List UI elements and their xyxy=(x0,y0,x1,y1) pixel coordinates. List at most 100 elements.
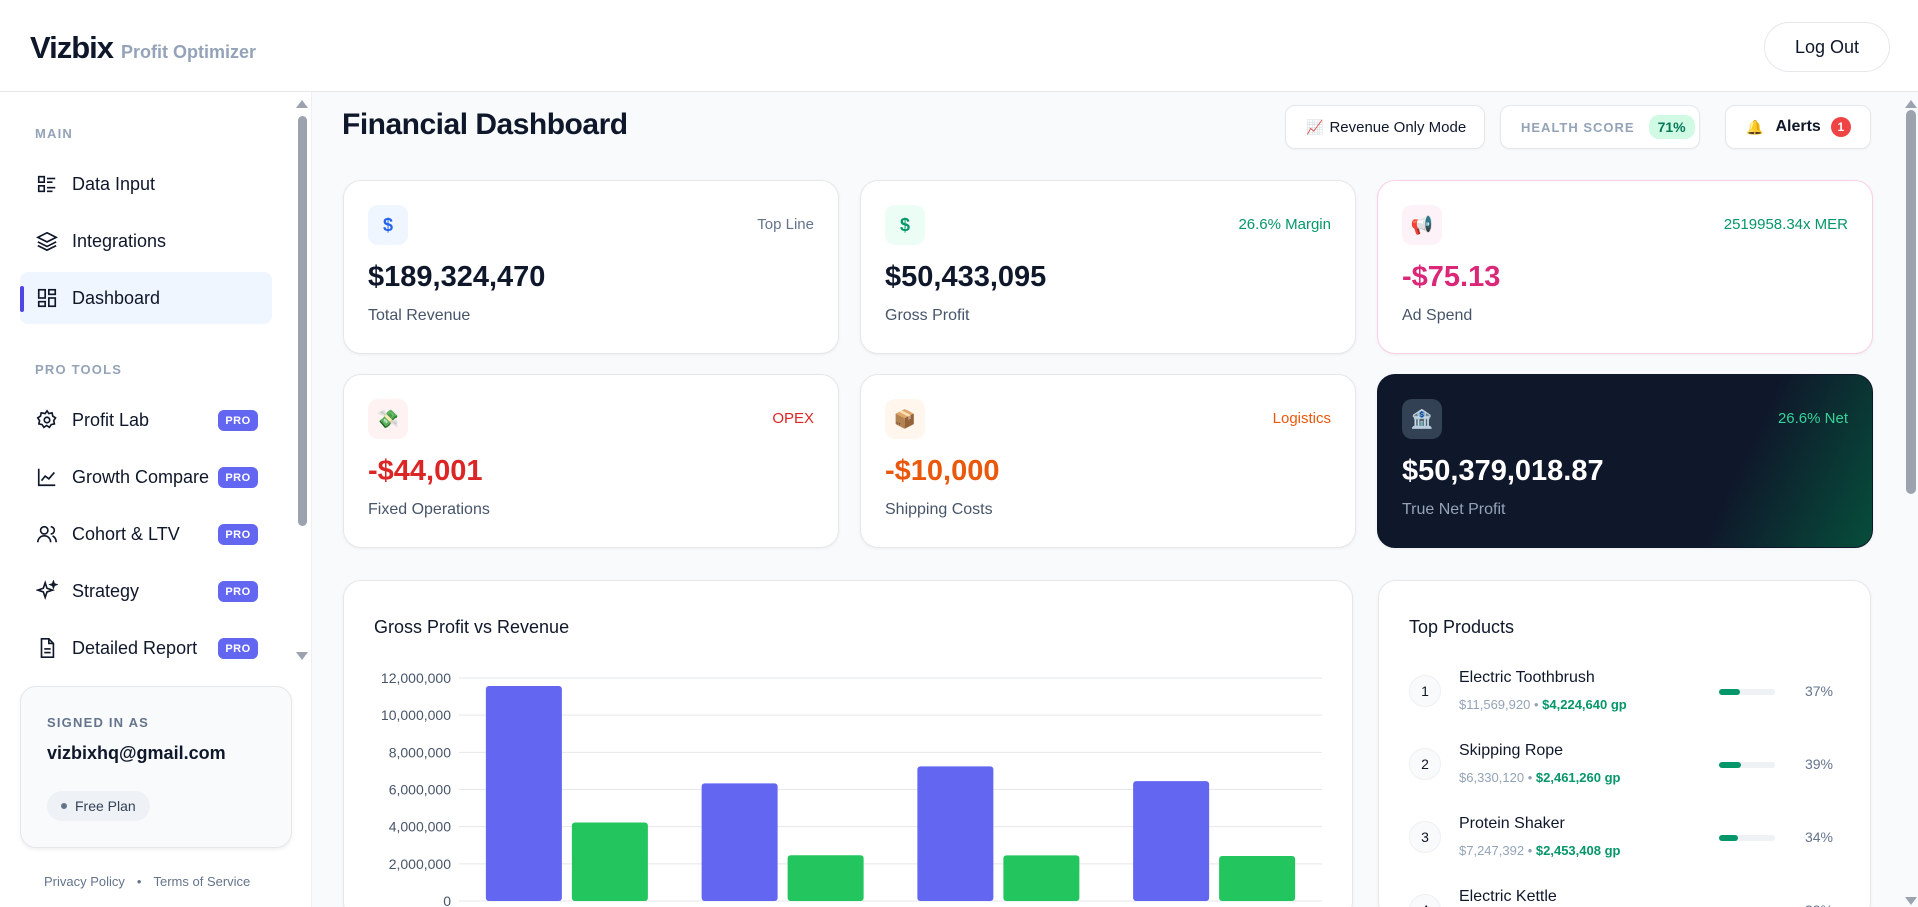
product-row[interactable]: 3 Protein Shaker $7,247,392 • $2,453,408 g… xyxy=(1409,811,1839,871)
kpi-tag: 26.6% Net xyxy=(1777,410,1848,427)
sidebar-item-dashboard[interactable]: Dashboard xyxy=(20,272,272,324)
logout-button[interactable]: Log Out xyxy=(1764,22,1890,72)
y-tick-label: 2,000,000 xyxy=(389,856,451,872)
bar-series-0-0[interactable] xyxy=(485,685,562,901)
product-margin-pct: 39% xyxy=(1804,756,1833,772)
bar-series-0-2[interactable] xyxy=(917,766,994,901)
sidebar-item-integrations[interactable]: Integrations xyxy=(20,215,272,267)
chart-panel: Gross Profit vs Revenue 0 2,000,000 4,000,… xyxy=(343,580,1353,907)
bar-series-1-3[interactable] xyxy=(1219,856,1296,901)
brand[interactable]: Vizbix Profit Optimizer xyxy=(30,30,256,66)
main-scroll-down-icon[interactable] xyxy=(1905,897,1917,905)
kpi-value: -$44,001 xyxy=(368,455,483,487)
product-name: Skipping Rope xyxy=(1459,742,1564,759)
main-scroll-up-icon[interactable] xyxy=(1905,100,1917,108)
layers-icon xyxy=(36,230,58,252)
y-tick-label: 12,000,000 xyxy=(381,670,451,686)
sidebar-item-cohort-ltv[interactable]: Cohort & LTV PRO xyxy=(20,508,272,560)
product-revenue-line: $6,330,120 • $2,461,260 gp xyxy=(1459,770,1620,785)
alerts-button[interactable]: 🔔 Alerts 1 xyxy=(1725,105,1871,149)
sidebar-item-label: Strategy xyxy=(72,580,140,601)
kpi-icon: 📢 xyxy=(1402,205,1442,245)
product-row[interactable]: 1 Electric Toothbrush $11,569,920 • $4,224… xyxy=(1409,665,1839,725)
top-products-panel: Top Products 1 Electric Toothbrush $11,569… xyxy=(1378,580,1871,907)
privacy-policy-link[interactable]: Privacy Policy xyxy=(44,874,125,889)
product-separator: • xyxy=(1533,697,1539,712)
terms-of-service-link[interactable]: Terms of Service xyxy=(153,874,251,889)
footer-separator: • xyxy=(136,874,142,889)
sidebar-item-label: Detailed Report xyxy=(72,637,198,658)
product-name: Electric Kettle xyxy=(1459,888,1557,905)
revenue-only-mode-button[interactable]: 📈 Revenue Only Mode xyxy=(1285,105,1485,149)
product-row[interactable]: 4 Electric Kettle 33% xyxy=(1409,884,1839,907)
kpi-label: Total Revenue xyxy=(368,307,471,324)
kpi-tag: Logistics xyxy=(1272,410,1331,427)
document-icon xyxy=(36,637,58,659)
sidebar-item-profit-lab[interactable]: Profit Lab PRO xyxy=(20,394,272,446)
kpi-value: $189,324,470 xyxy=(368,261,546,293)
list-icon xyxy=(36,173,58,195)
kpi-label: Ad Spend xyxy=(1402,307,1473,324)
sparkles-icon xyxy=(36,580,58,602)
product-rank: 1 xyxy=(1409,675,1441,707)
kpi-value: -$10,000 xyxy=(885,455,1000,487)
kpi-card-gross-profit: $26.6% Margin $50,433,095 Gross Profit xyxy=(860,180,1356,354)
y-tick-label: 6,000,000 xyxy=(389,782,451,798)
kpi-card-ad-spend: 📢 2519958.34x MER -$75.13 Ad Spend xyxy=(1377,180,1873,354)
sidebar-item-label: Data Input xyxy=(72,173,156,194)
product-gross-profit: $4,224,640 gp xyxy=(1542,697,1627,712)
product-margin-pct: 33% xyxy=(1793,902,1833,907)
y-tick-label: 10,000,000 xyxy=(381,707,451,723)
sidebar-item-data-input[interactable]: Data Input xyxy=(20,158,272,210)
gear-icon xyxy=(36,409,58,431)
product-row[interactable]: 2 Skipping Rope $6,330,120 • $2,461,260 gp… xyxy=(1409,738,1839,798)
product-margin-bar xyxy=(1719,762,1775,768)
y-tick-label: 4,000,000 xyxy=(389,819,451,835)
kpi-icon: $ xyxy=(885,205,925,245)
bell-icon: 🔔 xyxy=(1746,118,1764,135)
kpi-value: $50,433,095 xyxy=(885,261,1047,293)
product-margin-bar xyxy=(1719,835,1775,841)
pro-badge: PRO xyxy=(218,410,258,431)
sidebar-footer: Privacy Policy • Terms of Service xyxy=(44,874,250,889)
sidebar-item-growth-compare[interactable]: Growth Compare PRO xyxy=(20,451,272,503)
sidebar-scroll-up-icon[interactable] xyxy=(296,100,308,108)
product-margin-pct: 37% xyxy=(1804,683,1833,699)
bar-chart: 0 2,000,000 4,000,000 6,000,000 8,000,000 10,… xyxy=(381,670,1322,907)
sidebar-item-label: Cohort & LTV xyxy=(72,523,180,544)
y-tick-label: 0 xyxy=(443,893,451,907)
kpi-icon: 📦 xyxy=(885,399,925,439)
product-revenue: $6,330,120 xyxy=(1459,770,1525,785)
bar-series-0-3[interactable] xyxy=(1133,781,1210,901)
kpi-card-fixed-operations: 💸 OPEX -$44,001 Fixed Operations xyxy=(343,374,839,548)
top-products-title: Top Products xyxy=(1409,617,1515,637)
bar-series-0-1[interactable] xyxy=(701,783,778,901)
y-tick-label: 8,000,000 xyxy=(389,744,451,760)
health-score-value: 71% xyxy=(1648,115,1695,139)
product-gross-profit: $2,461,260 gp xyxy=(1535,770,1621,785)
product-margin-fill xyxy=(1719,762,1741,768)
product-revenue-line: $11,569,920 • $4,224,640 gp xyxy=(1459,697,1627,712)
section-main-label: MAIN xyxy=(35,126,74,141)
kpi-label: True Net Profit xyxy=(1402,501,1506,518)
product-revenue: $7,247,392 xyxy=(1459,843,1525,858)
chart-title: Gross Profit vs Revenue xyxy=(374,617,570,637)
users-icon xyxy=(36,523,58,545)
kpi-icon: 💸 xyxy=(368,399,408,439)
kpi-card-shipping-costs: 📦 Logistics -$10,000 Shipping Costs xyxy=(860,374,1356,548)
bar-series-1-2[interactable] xyxy=(1003,855,1080,901)
bar-series-1-0[interactable] xyxy=(571,822,648,901)
sidebar-item-label: Dashboard xyxy=(72,287,161,308)
kpi-tag: Top Line xyxy=(757,216,814,233)
user-card: SIGNED IN AS vizbixhq@gmail.com Free Pla… xyxy=(20,686,292,848)
health-score-label: HEALTH SCORE xyxy=(1521,119,1635,135)
sidebar-item-strategy[interactable]: Strategy PRO xyxy=(20,565,272,617)
kpi-label: Shipping Costs xyxy=(885,501,993,518)
main-scrollbar-thumb[interactable] xyxy=(1906,110,1916,494)
product-gross-profit: $2,453,408 gp xyxy=(1535,843,1621,858)
sidebar-item-detailed-report[interactable]: Detailed Report PRO xyxy=(20,622,272,674)
bar-series-1-1[interactable] xyxy=(787,855,864,901)
product-name: Electric Toothbrush xyxy=(1459,669,1595,686)
sidebar-scrollbar-thumb[interactable] xyxy=(298,116,307,526)
sidebar-scroll-down-icon[interactable] xyxy=(296,652,308,660)
